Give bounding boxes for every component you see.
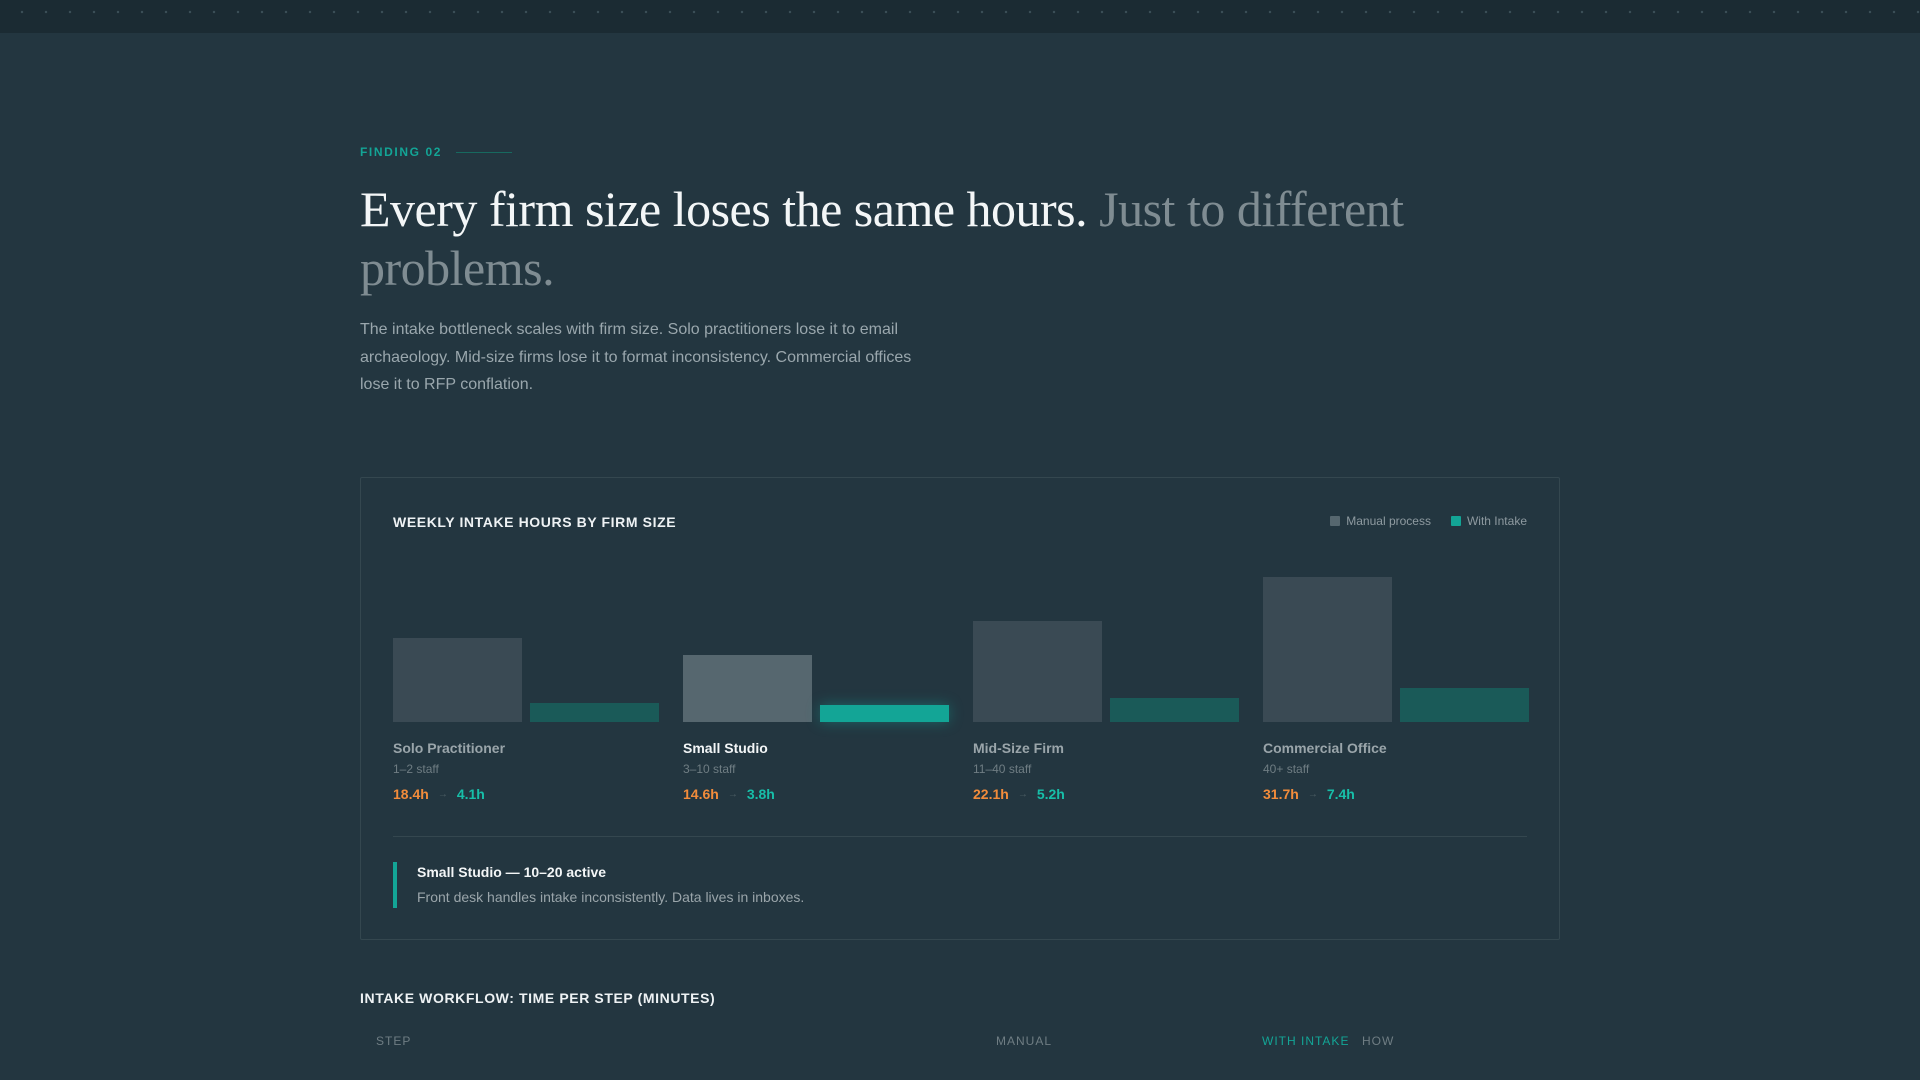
intake-value-label: 3.8h (746, 786, 775, 802)
bar-manual-mid-size-firm (973, 620, 1102, 722)
category-staff-label: 3–10 staff (683, 762, 736, 776)
category-label: Commercial Office (1263, 740, 1387, 756)
bar-intake-mid-size-firm (1110, 698, 1239, 722)
column-header-how: HOW (1362, 1034, 1395, 1048)
bar-group-solo-practitioner[interactable]: Solo Practitioner 1–2 staff 18.4h → 4.1h (393, 558, 659, 818)
manual-value-label: 14.6h (683, 786, 719, 802)
manual-value-label: 22.1h (973, 786, 1009, 802)
arrow-icon: → (1307, 788, 1318, 800)
top-dot-bar (0, 0, 1920, 33)
finding-eyebrow: FINDING 02 (360, 145, 513, 159)
card-divider (393, 836, 1527, 837)
lede-paragraph: The intake bottleneck scales with firm s… (360, 321, 912, 393)
value-labels: 14.6h → 3.8h (683, 786, 775, 802)
category-staff-label: 11–40 staff (973, 762, 1032, 776)
finding-label: FINDING 02 (360, 145, 443, 159)
category-label: Small Studio (683, 740, 768, 756)
eyebrow-rule (456, 151, 513, 153)
workflow-title: INTAKE WORKFLOW: TIME PER STEP (MINUTES) (360, 990, 716, 1006)
arrow-icon: → (727, 788, 738, 800)
arrow-icon: → (1017, 788, 1028, 800)
callout-text: Front desk handles intake inconsistently… (417, 889, 805, 905)
bar-intake-small-studio (820, 704, 949, 722)
bar-group-commercial-office[interactable]: Commercial Office 40+ staff 31.7h → 7.4h (1263, 558, 1529, 818)
value-labels: 22.1h → 5.2h (973, 786, 1065, 802)
bar-group-mid-size-firm[interactable]: Mid-Size Firm 11–40 staff 22.1h → 5.2h (973, 558, 1239, 818)
headline: Every firm size loses the same hours. Ju… (360, 180, 1520, 298)
headline-muted: Just to different problems. (360, 181, 1404, 296)
category-label: Mid-Size Firm (973, 740, 1065, 756)
segment-callout: Small Studio — 10–20 active Front desk h… (393, 862, 804, 908)
callout-title: Small Studio — 10–20 active (417, 864, 607, 880)
legend-item-intake: With Intake (1450, 514, 1527, 528)
headline-main: Every firm size loses the same hours. (360, 181, 1088, 237)
category-staff-label: 40+ staff (1263, 762, 1310, 776)
category-label: Solo Practitioner (393, 740, 506, 756)
intake-value-label: 5.2h (1036, 786, 1065, 802)
arrow-icon: → (437, 788, 448, 800)
column-header-manual: MANUAL (996, 1034, 1053, 1048)
bar-manual-solo-practitioner (393, 637, 522, 722)
bar-intake-commercial-office (1400, 688, 1529, 722)
legend-item-manual: Manual process (1330, 514, 1431, 528)
legend-swatch-manual (1330, 516, 1341, 526)
intake-value-label: 4.1h (456, 786, 485, 802)
value-labels: 31.7h → 7.4h (1263, 786, 1355, 802)
value-labels: 18.4h → 4.1h (393, 786, 485, 802)
intake-value-label: 7.4h (1326, 786, 1355, 802)
legend-swatch-intake (1450, 516, 1461, 526)
manual-value-label: 18.4h (393, 786, 429, 802)
category-staff-label: 1–2 staff (393, 762, 439, 776)
bar-intake-solo-practitioner (530, 703, 659, 722)
manual-value-label: 31.7h (1263, 786, 1299, 802)
bar-manual-commercial-office (1263, 577, 1392, 722)
chart-plot-area: Solo Practitioner 1–2 staff 18.4h → 4.1h Smal… (393, 558, 1529, 818)
chart-card: WEEKLY INTAKE HOURS BY FIRM SIZE Manual … (360, 477, 1560, 940)
legend-label-manual: Manual process (1346, 514, 1431, 528)
bar-manual-small-studio (683, 655, 812, 722)
bar-group-small-studio[interactable]: Small Studio 3–10 staff 14.6h → 3.8h (683, 558, 949, 818)
column-header-with-intake: WITH INTAKE (1262, 1034, 1350, 1048)
chart-legend: Manual process With Intake (1330, 514, 1527, 528)
column-header-step: STEP (376, 1034, 412, 1048)
chart-title: WEEKLY INTAKE HOURS BY FIRM SIZE (393, 514, 677, 530)
legend-label-intake: With Intake (1466, 514, 1527, 528)
